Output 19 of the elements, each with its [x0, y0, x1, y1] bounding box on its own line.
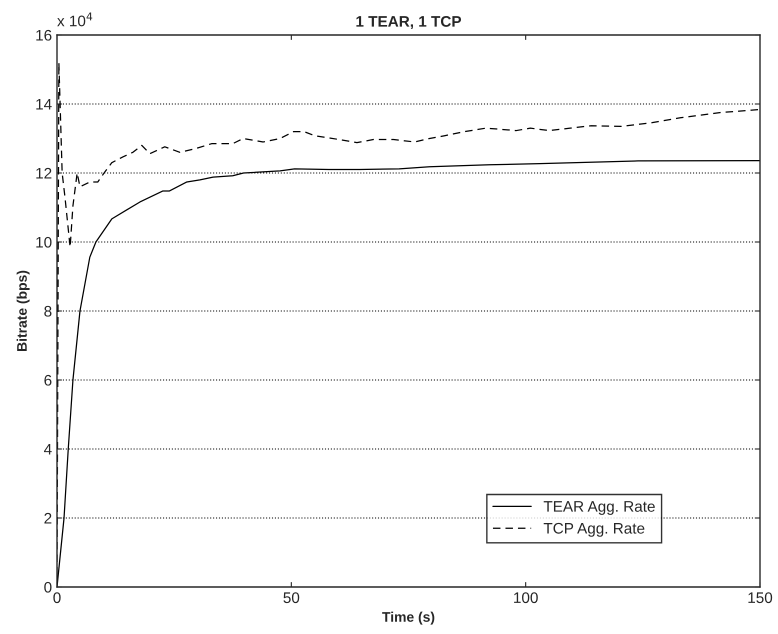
x-tick-label: 150	[748, 592, 772, 604]
y-tick-label: 16	[36, 30, 52, 41]
x-tick-label: 50	[283, 592, 300, 604]
x-tick-label: 0	[53, 592, 61, 604]
x-tick-label: 100	[514, 592, 538, 604]
x-axis-title: Time (s)	[382, 612, 434, 625]
y-tick-label: 0	[44, 582, 52, 593]
y-tick-label: 2	[44, 512, 52, 524]
y-tick-label: 12	[36, 168, 52, 179]
y-tick-label: 14	[36, 99, 52, 110]
y-axis-title: Bitrate (bps)	[16, 270, 30, 351]
y-tick-label: 8	[44, 306, 52, 317]
y-tick-label: 4	[44, 444, 52, 455]
y-tick-label: 10	[36, 236, 52, 248]
legend-label: TCP Agg. Rate	[544, 522, 644, 537]
y-tick-label: 6	[44, 374, 52, 386]
text: x 10$^{4}$	[57, 12, 92, 26]
chart-title: 1 TEAR, 1 TCP	[356, 16, 462, 30]
legend-label: TEAR Agg. Rate	[544, 501, 655, 515]
